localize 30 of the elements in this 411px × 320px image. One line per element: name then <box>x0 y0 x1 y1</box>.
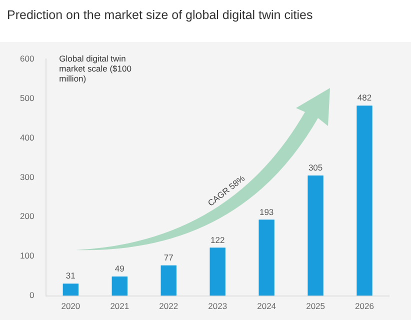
x-tick-label: 2020 <box>61 301 80 312</box>
x-tick-label: 2021 <box>110 301 130 312</box>
bar <box>112 276 128 296</box>
data-label: 305 <box>308 162 323 173</box>
bar <box>62 284 79 296</box>
bar <box>160 265 176 296</box>
data-label: 193 <box>259 206 274 217</box>
data-label: 31 <box>66 270 76 281</box>
y-tick-label: 0 <box>29 290 34 300</box>
x-tick-label: 2026 <box>355 301 374 312</box>
chart-title: Prediction on the market size of global digital twin cities <box>7 8 313 22</box>
bar <box>308 175 324 296</box>
x-tick-label: 2023 <box>208 301 228 312</box>
y-tick-label: 500 <box>20 92 34 103</box>
data-label: 482 <box>357 92 372 103</box>
y-tick-label: 600 <box>20 53 34 64</box>
bar <box>210 248 226 296</box>
bar <box>258 220 274 296</box>
y-tick-label: 300 <box>20 172 34 182</box>
x-tick-label: 2024 <box>257 301 276 312</box>
x-tick-label: 2022 <box>159 301 178 312</box>
bar <box>356 106 372 296</box>
y-axis-title: Global digital twin market scale ($100 million) <box>59 54 132 84</box>
data-label: 77 <box>164 252 174 263</box>
y-tick-label: 100 <box>20 250 34 261</box>
data-label: 122 <box>210 234 225 245</box>
data-label: 49 <box>114 264 125 274</box>
y-tick-label: 400 <box>20 132 34 142</box>
y-tick-label: 200 <box>20 211 34 222</box>
x-tick-label: 2025 <box>306 301 326 312</box>
